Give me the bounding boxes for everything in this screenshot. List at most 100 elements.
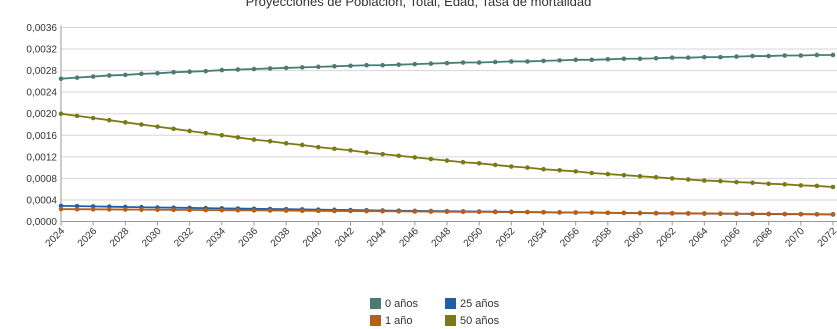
data-point-0-anos[interactable] (74, 75, 80, 80)
data-point-0-anos[interactable] (316, 64, 321, 70)
data-point-1-ano[interactable] (621, 210, 627, 216)
data-point-0-anos[interactable] (90, 74, 96, 79)
data-point-50-anos[interactable] (412, 155, 418, 160)
data-point-0-anos[interactable] (669, 55, 675, 60)
data-point-1-ano[interactable] (219, 207, 225, 213)
data-point-1-ano[interactable] (412, 209, 418, 214)
data-point-0-anos[interactable] (653, 55, 659, 61)
data-point-50-anos[interactable] (557, 168, 562, 173)
data-point-0-anos[interactable] (750, 53, 755, 59)
data-point-1-ano[interactable] (171, 207, 176, 213)
data-point-50-anos[interactable] (573, 169, 578, 174)
data-point-1-ano[interactable] (139, 207, 144, 212)
data-point-0-anos[interactable] (541, 58, 546, 64)
data-point-1-ano[interactable] (235, 207, 241, 213)
data-point-50-anos[interactable] (267, 138, 273, 144)
data-point-1-ano[interactable] (830, 211, 836, 217)
data-point-50-anos[interactable] (605, 171, 611, 177)
data-point-50-anos[interactable] (364, 150, 369, 155)
data-point-0-anos[interactable] (766, 53, 771, 59)
data-point-0-anos[interactable] (492, 59, 498, 65)
data-point-0-anos[interactable] (251, 66, 257, 72)
data-point-50-anos[interactable] (187, 128, 192, 134)
data-point-0-anos[interactable] (219, 67, 225, 73)
data-point-0-anos[interactable] (605, 56, 611, 62)
legend-item-25-anos[interactable]: 25 años (445, 298, 520, 310)
data-point-50-anos[interactable] (718, 178, 723, 184)
data-point-50-anos[interactable] (782, 182, 788, 187)
data-point-50-anos[interactable] (766, 181, 771, 187)
data-point-50-anos[interactable] (669, 176, 675, 181)
data-point-50-anos[interactable] (621, 172, 627, 178)
data-point-0-anos[interactable] (203, 68, 209, 74)
data-point-0-anos[interactable] (589, 57, 595, 63)
data-point-50-anos[interactable] (509, 164, 514, 169)
data-point-50-anos[interactable] (653, 175, 659, 180)
data-point-0-anos[interactable] (814, 52, 820, 58)
data-point-1-ano[interactable] (460, 209, 466, 215)
data-point-1-ano[interactable] (123, 207, 128, 212)
data-point-1-ano[interactable] (557, 210, 562, 215)
data-point-1-ano[interactable] (106, 207, 112, 212)
data-point-1-ano[interactable] (58, 206, 64, 212)
data-point-0-anos[interactable] (412, 61, 418, 67)
data-point-1-ano[interactable] (428, 209, 434, 214)
data-point-1-ano[interactable] (203, 207, 209, 213)
data-point-50-anos[interactable] (203, 130, 209, 136)
data-point-1-ano[interactable] (90, 207, 96, 212)
data-point-1-ano[interactable] (348, 208, 353, 214)
data-point-50-anos[interactable] (74, 113, 80, 119)
data-point-1-ano[interactable] (798, 211, 804, 217)
data-point-50-anos[interactable] (814, 183, 820, 189)
data-point-50-anos[interactable] (460, 159, 466, 165)
data-point-0-anos[interactable] (476, 60, 482, 65)
data-point-50-anos[interactable] (235, 135, 241, 140)
data-point-1-ano[interactable] (316, 208, 321, 214)
data-point-1-ano[interactable] (589, 210, 595, 215)
data-point-1-ano[interactable] (74, 206, 80, 212)
data-point-0-anos[interactable] (830, 52, 836, 58)
data-point-0-anos[interactable] (187, 69, 192, 74)
legend-item-0-anos[interactable]: 0 años (370, 298, 445, 310)
data-point-0-anos[interactable] (396, 62, 402, 67)
data-point-50-anos[interactable] (396, 153, 402, 159)
data-point-1-ano[interactable] (187, 207, 192, 213)
data-point-1-ano[interactable] (492, 209, 498, 215)
data-point-1-ano[interactable] (653, 210, 659, 216)
data-point-50-anos[interactable] (637, 173, 643, 179)
data-point-0-anos[interactable] (106, 73, 112, 78)
data-point-50-anos[interactable] (589, 170, 595, 176)
data-point-1-ano[interactable] (702, 211, 707, 216)
data-point-50-anos[interactable] (380, 151, 385, 157)
data-point-50-anos[interactable] (830, 184, 836, 190)
data-point-50-anos[interactable] (332, 146, 337, 152)
data-point-0-anos[interactable] (734, 54, 739, 59)
data-point-1-ano[interactable] (814, 211, 820, 217)
data-point-50-anos[interactable] (734, 179, 739, 185)
data-point-0-anos[interactable] (235, 67, 241, 72)
data-point-50-anos[interactable] (702, 178, 707, 183)
data-point-1-ano[interactable] (444, 209, 450, 214)
data-point-1-ano[interactable] (782, 211, 788, 217)
data-point-1-ano[interactable] (299, 208, 305, 214)
data-point-0-anos[interactable] (155, 71, 160, 76)
data-point-50-anos[interactable] (476, 161, 482, 166)
data-point-1-ano[interactable] (605, 210, 611, 216)
data-point-50-anos[interactable] (525, 165, 530, 170)
data-point-1-ano[interactable] (476, 209, 482, 215)
data-point-50-anos[interactable] (299, 142, 305, 148)
data-point-0-anos[interactable] (267, 66, 273, 71)
data-point-0-anos[interactable] (171, 69, 176, 75)
data-point-0-anos[interactable] (139, 71, 144, 77)
data-point-0-anos[interactable] (685, 55, 691, 60)
data-point-1-ano[interactable] (525, 209, 530, 215)
data-point-0-anos[interactable] (525, 59, 530, 64)
data-point-1-ano[interactable] (750, 211, 755, 217)
data-point-0-anos[interactable] (637, 56, 643, 62)
data-point-50-anos[interactable] (428, 156, 434, 162)
data-point-1-ano[interactable] (283, 208, 289, 213)
data-point-50-anos[interactable] (348, 148, 353, 153)
data-point-25-anos[interactable] (58, 203, 64, 209)
data-point-1-ano[interactable] (637, 210, 643, 216)
data-point-0-anos[interactable] (460, 60, 466, 65)
